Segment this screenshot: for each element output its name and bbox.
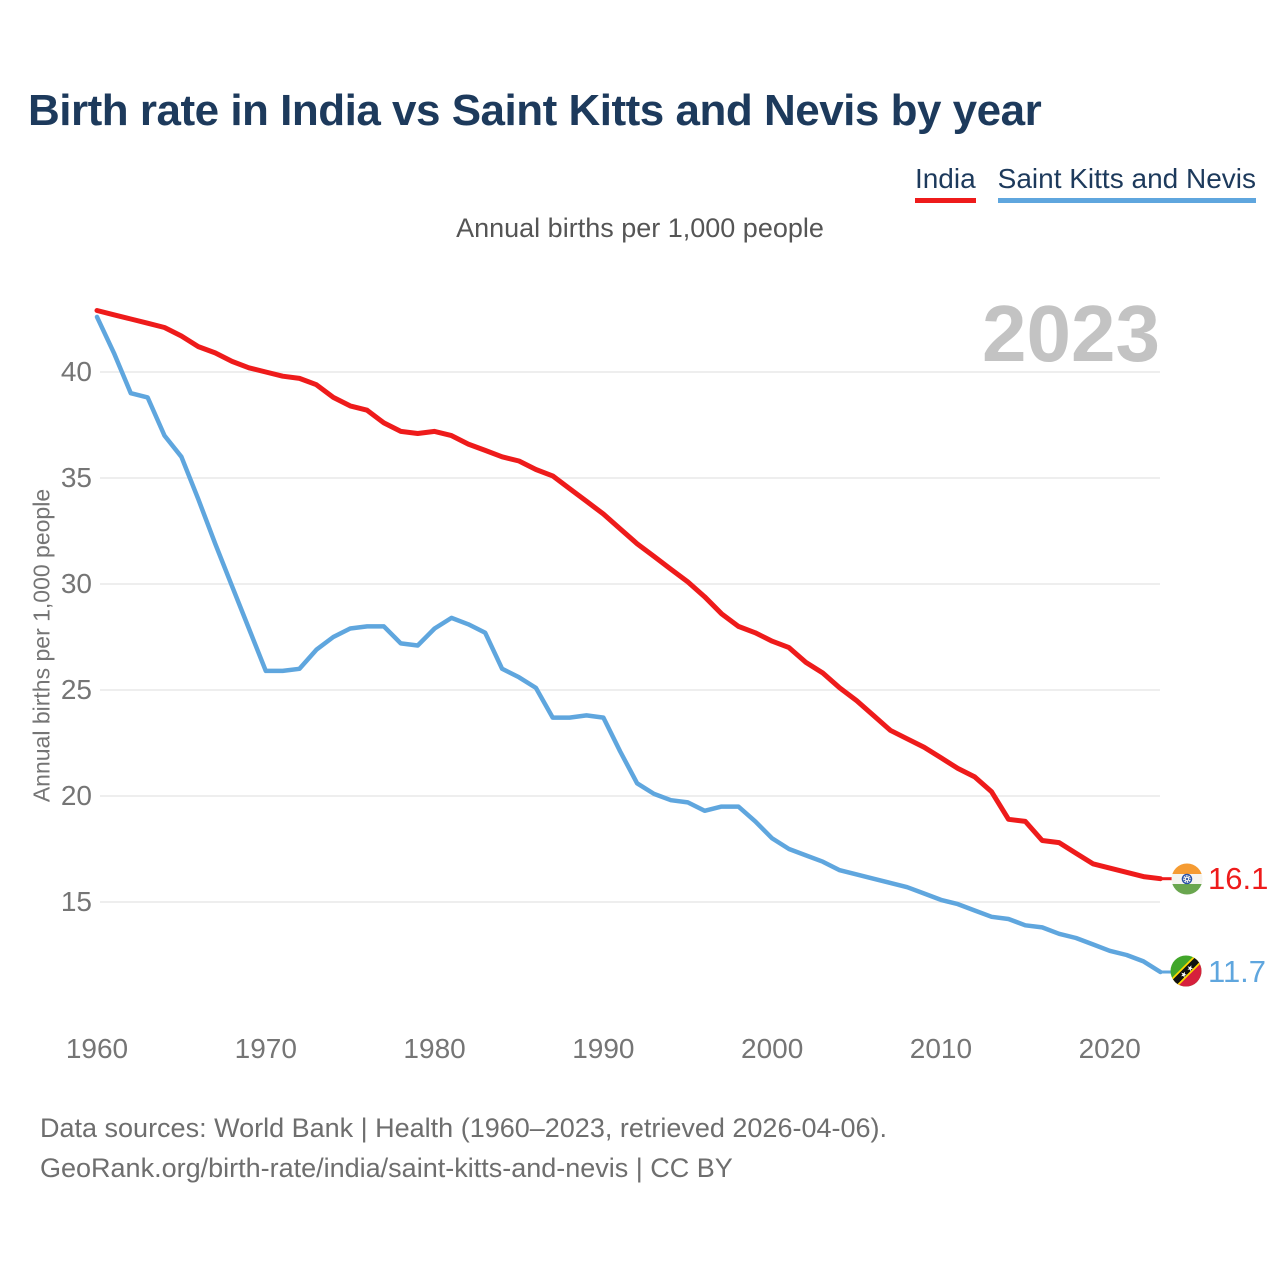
- legend-item-india[interactable]: India: [914, 163, 976, 203]
- y-tick-label: 20: [60, 780, 92, 811]
- y-tick-label: 35: [60, 462, 92, 493]
- series-line-india: [94, 308, 1163, 882]
- x-tick-label: 1960: [65, 1033, 129, 1064]
- x-tick-label: 2000: [741, 1033, 804, 1064]
- x-tick-label: 2020: [1078, 1033, 1141, 1064]
- x-tick-label: 1970: [234, 1033, 297, 1064]
- y-tick-label: 30: [60, 568, 92, 599]
- x-tick-label: 2010: [909, 1033, 973, 1064]
- x-tick-label: 1980: [403, 1033, 466, 1064]
- y-tick-label: 15: [60, 886, 92, 917]
- georank-url-line: GeoRank.org/birth-rate/india/saint-kitts…: [40, 1153, 733, 1183]
- data-sources-line: Data sources: World Bank | Health (1960–…: [40, 1113, 887, 1143]
- saint-kitts-and-nevis-flag-icon: [1170, 955, 1202, 987]
- india-flag-icon: [1171, 863, 1203, 895]
- legend-item-saint-kitts-and-nevis[interactable]: Saint Kitts and Nevis: [997, 163, 1256, 203]
- chart-subtitle: Annual births per 1,000 people: [456, 213, 824, 243]
- legend: India Saint Kitts and Nevis: [914, 163, 1256, 203]
- saint-kitts-end-value-label: 11.7: [1208, 953, 1267, 989]
- y-tick-label: 25: [60, 674, 92, 705]
- y-tick-label: 40: [60, 356, 92, 387]
- india-end-value-label: 16.1: [1208, 860, 1269, 896]
- source-attribution: Data sources: World Bank | Health (1960–…: [40, 1108, 887, 1188]
- year-watermark: 2023: [982, 289, 1160, 378]
- x-tick-label: 1990: [572, 1033, 635, 1064]
- series-line-saint-kitts-and-nevis: [94, 314, 1163, 975]
- page-title: Birth rate in India vs Saint Kitts and N…: [28, 86, 1042, 135]
